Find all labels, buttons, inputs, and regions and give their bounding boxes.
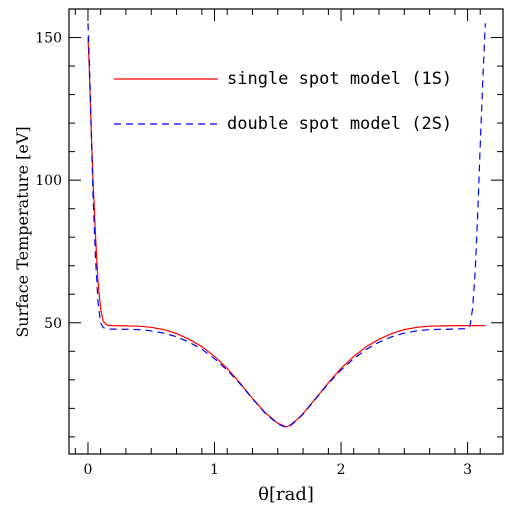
x-axis-label: θ[rad] xyxy=(258,484,314,505)
tick-labels: 0 1 2 3 50 100 150 xyxy=(35,31,472,478)
y-tick-label: 100 xyxy=(35,173,62,189)
x-tick-label: 3 xyxy=(463,462,472,478)
x-tick-label: 0 xyxy=(84,462,93,478)
x-tick-label: 2 xyxy=(337,462,346,478)
series-lines xyxy=(87,23,486,429)
y-axis-label: Surface Temperature [eV] xyxy=(13,126,32,337)
axis-ticks xyxy=(69,8,503,454)
y-tick-label: 150 xyxy=(35,31,62,47)
x-tick-label: 1 xyxy=(210,462,219,478)
legend-label-2s: double spot model (2S) xyxy=(227,114,452,134)
y-tick-label: 50 xyxy=(44,316,62,332)
legend-label-1s: single spot model (1S) xyxy=(227,69,452,89)
legend: single spot model (1S) double spot model… xyxy=(114,69,452,134)
series-line-single-spot xyxy=(87,37,486,428)
plot-frame xyxy=(68,8,504,455)
